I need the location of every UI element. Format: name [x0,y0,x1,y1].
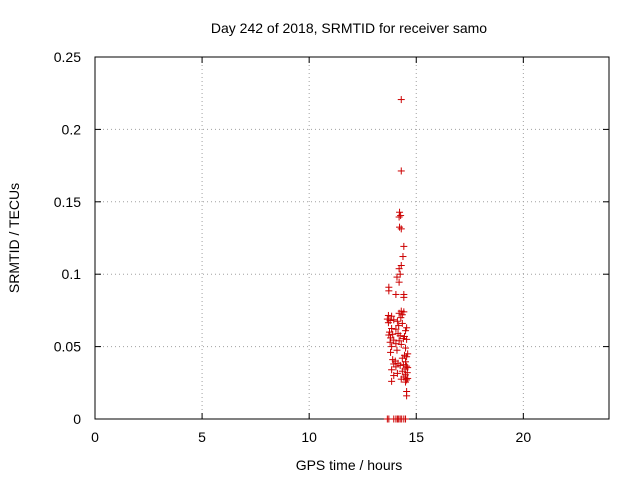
data-point [399,253,407,261]
x-axis-label: GPS time / hours [296,457,403,473]
data-point [398,354,406,362]
x-tick-label: 10 [301,429,317,445]
data-point [397,212,405,220]
y-axis-label: SRMTID / TECUs [6,183,22,293]
data-point [404,374,412,382]
chart-title: Day 242 of 2018, SRMTID for receiver sam… [211,20,487,36]
data-point [384,319,392,327]
data-point [397,375,405,383]
data-point [396,223,404,231]
y-tick-label: 0 [73,411,81,427]
data-point [397,225,405,233]
data-point [402,327,410,335]
data-point [403,335,411,343]
data-point [398,367,406,375]
data-point [398,311,406,319]
data-point [385,287,393,295]
data-point [393,369,401,377]
x-tick-label: 0 [91,429,99,445]
data-point [402,415,410,423]
data-point [387,348,395,356]
data-point [400,308,408,316]
x-tick-label: 15 [408,429,424,445]
data-point [386,338,394,346]
x-tick-label: 20 [516,429,532,445]
data-point [390,372,398,380]
data-point [399,361,407,369]
data-point [388,325,396,332]
data-point [396,361,404,369]
data-point [384,311,392,319]
data-point [388,312,396,320]
data-point [397,96,405,104]
data-point [385,331,393,339]
data-point [400,293,408,301]
data-point [393,346,401,354]
x-tick-label: 5 [198,429,206,445]
data-point [389,330,397,338]
data-point [403,362,411,370]
data-point [395,309,403,317]
data-point [402,344,410,352]
grid [95,57,609,419]
data-point [392,325,400,333]
data-point [399,335,407,343]
data-point [395,322,403,330]
data-point [388,343,396,351]
data-point [404,350,412,358]
data-point [397,314,405,322]
data-point [395,337,403,345]
y-tick-label: 0.15 [54,194,81,210]
data-point [396,332,404,340]
data-points [383,96,412,423]
y-tick-label: 0.05 [54,339,81,355]
data-point [395,265,403,273]
data-point [390,316,398,324]
plot-frame [94,56,610,420]
data-point [396,270,404,278]
data-point [390,336,398,344]
data-point [403,392,411,400]
data-point [392,363,400,371]
data-point [388,377,396,385]
data-point [395,213,403,221]
data-point [398,319,406,327]
data-point [403,324,411,332]
data-point [397,167,405,175]
data-point [403,353,411,361]
data-point [393,317,401,325]
data-point [397,340,405,348]
data-point [392,290,400,298]
data-point [400,242,408,250]
data-point [388,366,396,374]
y-tick-label: 0.25 [54,49,81,65]
y-tick-label: 0.2 [62,121,82,137]
y-tick-label: 0.1 [62,266,82,282]
data-point [402,378,410,386]
axis-ticks: 0 5 10 15 20 0 0.05 0.1 0.15 0.2 0.25 [54,49,609,445]
data-point [392,340,400,348]
data-point [395,278,403,286]
data-point [393,273,401,281]
